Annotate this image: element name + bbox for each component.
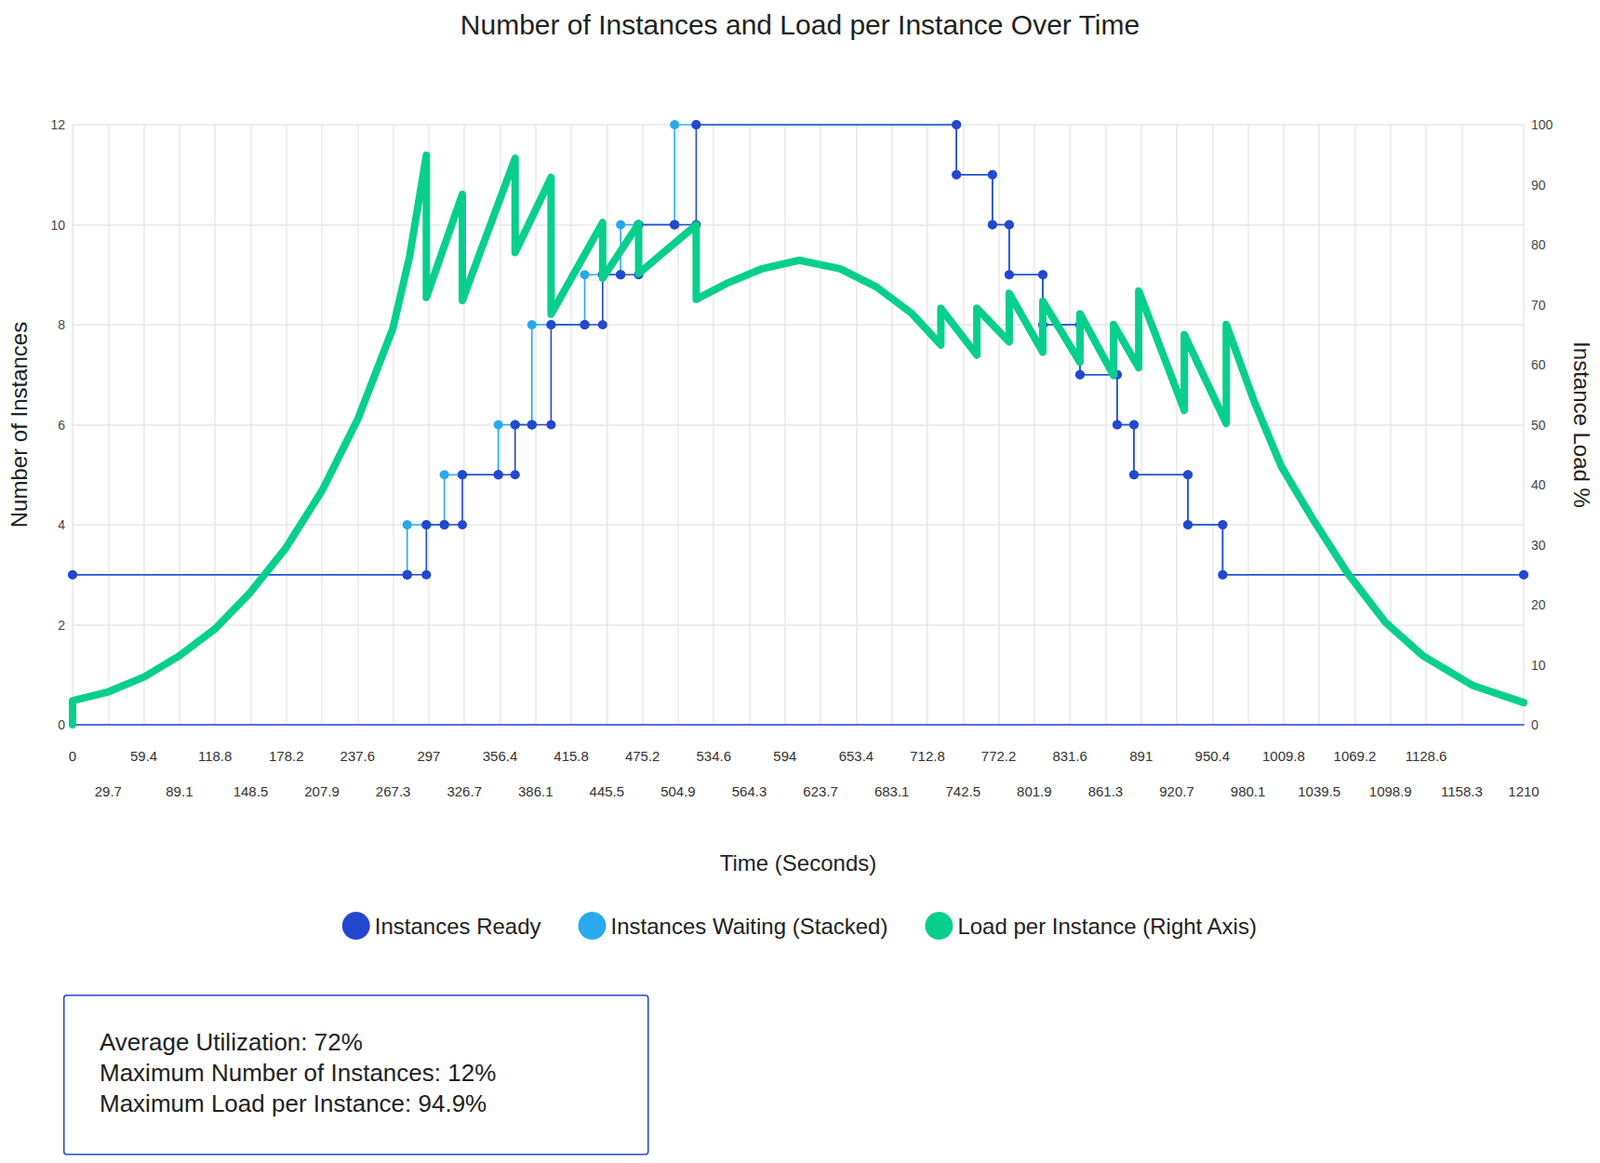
svg-text:Average Utilization: 72%: Average Utilization: 72% <box>99 1027 363 1056</box>
svg-text:30: 30 <box>1531 537 1547 553</box>
svg-text:60: 60 <box>1531 357 1547 373</box>
svg-text:237.6: 237.6 <box>340 747 376 764</box>
svg-text:920.7: 920.7 <box>1159 783 1195 800</box>
svg-text:Maximum Number of Instances: 1: Maximum Number of Instances: 12% <box>99 1058 496 1087</box>
svg-text:861.3: 861.3 <box>1088 783 1124 800</box>
svg-text:90: 90 <box>1531 177 1547 193</box>
svg-text:4: 4 <box>57 517 66 533</box>
svg-text:100: 100 <box>1531 117 1554 133</box>
svg-text:Number of Instances and Load p: Number of Instances and Load per Instanc… <box>460 9 1140 40</box>
svg-text:475.2: 475.2 <box>625 747 661 764</box>
svg-text:356.4: 356.4 <box>482 747 519 764</box>
svg-text:6: 6 <box>57 417 66 433</box>
svg-text:267.3: 267.3 <box>375 783 412 800</box>
svg-text:1128.6: 1128.6 <box>1405 747 1448 764</box>
svg-text:1210: 1210 <box>1507 783 1539 800</box>
svg-text:178.2: 178.2 <box>268 747 305 764</box>
svg-text:1039.5: 1039.5 <box>1297 783 1341 800</box>
svg-text:980.1: 980.1 <box>1230 783 1267 800</box>
svg-text:20: 20 <box>1531 597 1547 613</box>
svg-text:623.7: 623.7 <box>802 783 839 800</box>
svg-text:148.5: 148.5 <box>233 783 269 800</box>
svg-text:772.2: 772.2 <box>981 747 1017 764</box>
svg-text:Instances Waiting (Stacked): Instances Waiting (Stacked) <box>611 913 889 939</box>
svg-text:1009.8: 1009.8 <box>1262 747 1306 764</box>
svg-text:950.4: 950.4 <box>1195 747 1231 764</box>
svg-text:Time (Seconds): Time (Seconds) <box>720 850 878 876</box>
svg-text:89.1: 89.1 <box>165 783 193 800</box>
svg-text:1069.2: 1069.2 <box>1333 747 1377 764</box>
svg-text:326.7: 326.7 <box>446 783 482 800</box>
svg-text:504.9: 504.9 <box>660 783 696 800</box>
svg-text:653.4: 653.4 <box>839 747 875 764</box>
svg-text:1158.3: 1158.3 <box>1440 783 1483 800</box>
svg-text:415.8: 415.8 <box>553 747 589 764</box>
svg-text:594: 594 <box>773 747 797 764</box>
svg-text:831.6: 831.6 <box>1052 747 1088 764</box>
svg-text:445.5: 445.5 <box>589 783 626 800</box>
svg-text:712.8: 712.8 <box>909 747 946 764</box>
svg-text:1098.9: 1098.9 <box>1369 783 1413 800</box>
svg-text:Maximum Load per Instance: 94.: Maximum Load per Instance: 94.9% <box>99 1089 487 1118</box>
svg-text:70: 70 <box>1531 297 1547 313</box>
svg-text:12: 12 <box>50 117 66 133</box>
svg-text:891: 891 <box>1129 747 1153 764</box>
svg-text:50: 50 <box>1531 417 1547 433</box>
svg-text:80: 80 <box>1531 237 1547 253</box>
svg-text:386.1: 386.1 <box>518 783 554 800</box>
svg-text:2: 2 <box>57 617 66 633</box>
svg-text:8: 8 <box>57 317 66 333</box>
svg-text:40: 40 <box>1531 477 1547 493</box>
svg-text:0: 0 <box>1531 717 1539 733</box>
svg-text:29.7: 29.7 <box>94 783 122 800</box>
svg-text:742.5: 742.5 <box>945 783 981 800</box>
svg-text:10: 10 <box>1531 657 1547 673</box>
svg-text:683.1: 683.1 <box>874 783 910 800</box>
svg-text:0: 0 <box>68 747 77 764</box>
svg-text:Instance Load %: Instance Load % <box>1569 341 1595 508</box>
svg-text:564.3: 564.3 <box>732 783 768 800</box>
svg-text:534.6: 534.6 <box>695 747 732 764</box>
svg-text:297: 297 <box>416 747 440 764</box>
svg-text:Number of Instances: Number of Instances <box>6 321 32 528</box>
svg-text:118.8: 118.8 <box>198 747 232 764</box>
svg-text:10: 10 <box>50 217 66 233</box>
svg-text:0: 0 <box>57 717 66 733</box>
svg-text:Load per Instance (Right Axis): Load per Instance (Right Axis) <box>957 913 1257 939</box>
svg-text:Instances Ready: Instances Ready <box>374 913 542 939</box>
svg-text:59.4: 59.4 <box>130 747 158 764</box>
svg-text:801.9: 801.9 <box>1016 783 1053 800</box>
svg-text:207.9: 207.9 <box>304 783 340 800</box>
